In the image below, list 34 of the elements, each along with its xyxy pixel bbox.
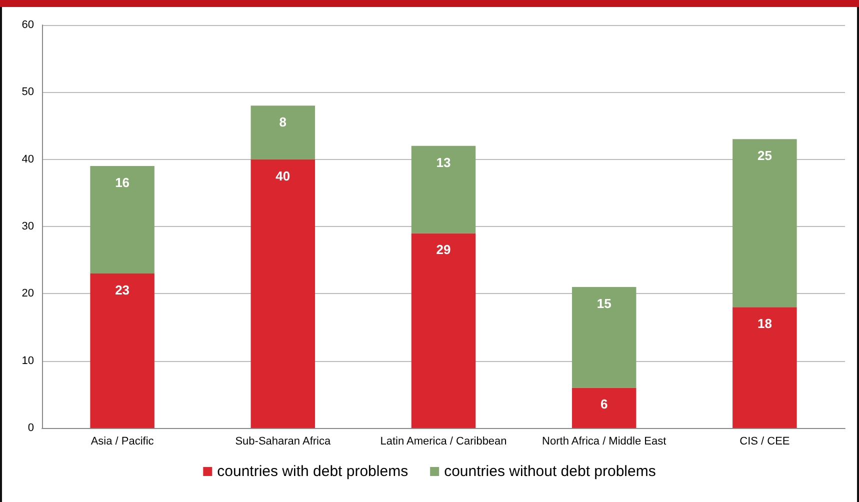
data-label: 16 <box>115 175 130 190</box>
y-tick-label: 0 <box>28 422 34 434</box>
legend-label: countries with debt problems <box>217 463 408 480</box>
y-tick-label: 60 <box>22 19 34 31</box>
bar <box>411 146 476 234</box>
x-tick-label: Asia / Pacific <box>90 436 154 448</box>
bar <box>250 159 316 428</box>
data-label: 6 <box>600 396 608 412</box>
y-tick-label: 40 <box>22 153 34 166</box>
bar <box>732 307 797 428</box>
y-tick-label: 10 <box>22 354 34 367</box>
data-label: 29 <box>436 242 451 258</box>
x-tick-label: North Africa / Middle East <box>542 436 666 448</box>
data-label: 18 <box>757 316 772 332</box>
y-tick-label: 20 <box>22 288 34 300</box>
data-label: 40 <box>276 168 290 184</box>
x-tick-label: CIS / CEE <box>740 436 790 448</box>
data-label: 13 <box>436 154 451 170</box>
data-label: 25 <box>757 148 772 164</box>
bar <box>732 139 797 308</box>
bar <box>572 388 636 428</box>
bar <box>90 274 154 428</box>
bar <box>250 106 316 160</box>
y-tick-label: 50 <box>22 86 34 98</box>
y-tick-label: 30 <box>22 220 34 232</box>
data-label: 15 <box>596 296 612 311</box>
x-tick-label: Latin America / Caribbean <box>380 436 507 448</box>
bar <box>411 233 476 428</box>
data-label: 8 <box>279 114 287 130</box>
legend-label: countries without debt problems <box>444 463 656 480</box>
data-label: 23 <box>115 282 130 298</box>
bar <box>90 166 154 274</box>
x-tick-label: Sub-Saharan Africa <box>235 436 332 448</box>
bar <box>572 286 636 388</box>
